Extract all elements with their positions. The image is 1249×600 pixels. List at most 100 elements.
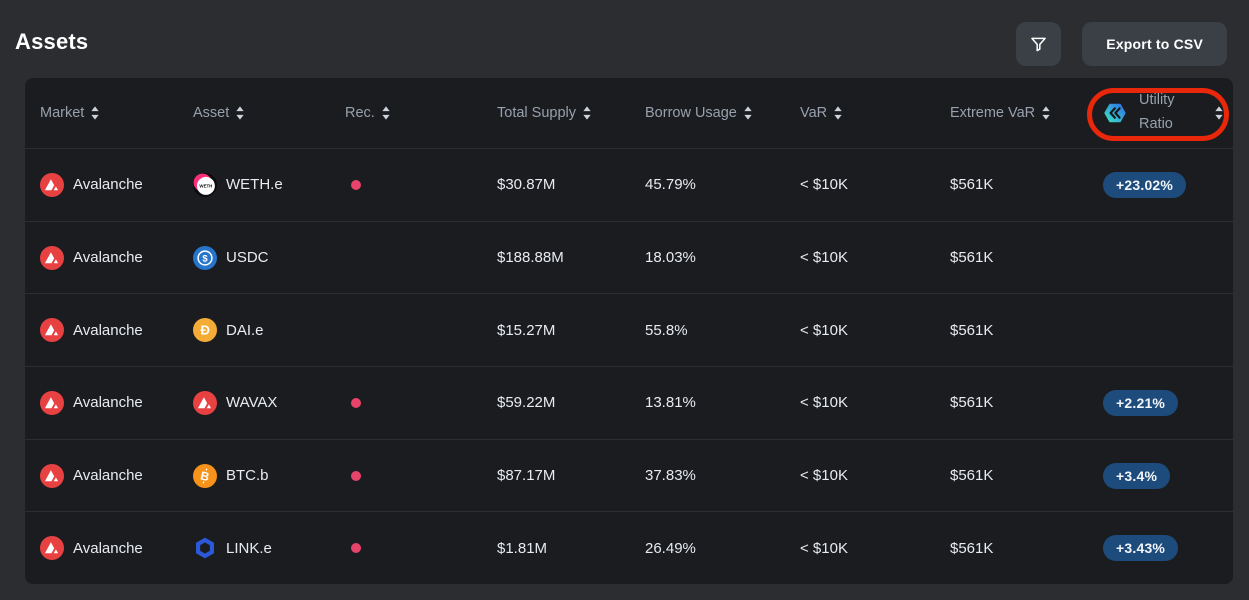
recommendation-dot-icon (351, 179, 361, 190)
market-label: Avalanche (73, 467, 143, 485)
table-row[interactable]: Avalanche Đ DAI.e $15.27M 55.8% < $10K $… (25, 293, 1233, 366)
avalanche-icon (40, 318, 64, 343)
sort-icon (382, 106, 390, 120)
table-row[interactable]: Avalanche LINK.e $1.81M 26.49% < $10K $5… (25, 511, 1233, 584)
utility-ratio-cell: +2.21% (1087, 389, 1233, 416)
dai-icon: Đ (193, 318, 217, 343)
rec-cell (345, 179, 497, 190)
utility-ratio-badge: +3.4% (1103, 462, 1171, 489)
extreme-var-value: $561K (950, 249, 994, 266)
page-title: Assets (15, 29, 89, 54)
market-cell: Avalanche (40, 318, 193, 343)
asset-cell: LINK.e (193, 536, 345, 560)
utility-ratio-badge: +23.02% (1103, 171, 1187, 198)
var-value: < $10K (800, 321, 848, 339)
market-cell: Avalanche (40, 390, 193, 415)
sort-icon (1215, 106, 1223, 120)
table-row[interactable]: Avalanche WETH WETH.e $30.87M 45.79% < $… (25, 148, 1233, 221)
market-cell: Avalanche (40, 463, 193, 488)
total-supply-value: $1.81M (497, 539, 548, 557)
market-label: Avalanche (73, 249, 143, 266)
borrow-usage-value: 37.83% (645, 467, 696, 485)
avalanche-icon (40, 172, 64, 197)
total-supply-value: $30.87M (497, 176, 556, 194)
total-supply-value: $15.27M (497, 321, 556, 339)
filter-button[interactable] (1016, 22, 1062, 66)
avalanche-icon (40, 390, 64, 415)
weth-icon: WETH (193, 172, 217, 197)
total-supply-value: $188.88M (497, 249, 564, 266)
svg-text:WETH: WETH (199, 183, 212, 188)
var-value: < $10K (800, 176, 848, 194)
market-label: Avalanche (73, 539, 143, 557)
column-header-rec[interactable]: Rec. (345, 105, 497, 121)
column-header-extreme-var[interactable]: Extreme VaR (950, 105, 1087, 121)
asset-label: LINK.e (226, 539, 272, 557)
table-header-row: Market Asset Rec. Total Supply Borrow Us… (25, 78, 1233, 148)
column-header-total-supply[interactable]: Total Supply (497, 105, 645, 121)
recommendation-dot-icon (351, 543, 361, 554)
asset-label: WETH.e (226, 176, 283, 194)
market-label: Avalanche (73, 394, 143, 412)
extreme-var-value: $561K (950, 467, 994, 485)
column-header-borrow-usage[interactable]: Borrow Usage (645, 105, 800, 121)
avalanche-icon (40, 245, 64, 270)
sort-icon (744, 106, 752, 120)
table-row[interactable]: Avalanche B BTC.b $87.17M 37.83% < $10K … (25, 438, 1233, 512)
borrow-usage-value: 26.49% (645, 539, 696, 557)
utility-ratio-cell: +3.4% (1087, 462, 1233, 489)
avalanche-icon (40, 536, 64, 561)
column-header-asset[interactable]: Asset (193, 105, 345, 121)
asset-cell: WAVAX (193, 390, 345, 415)
recommendation-dot-icon (351, 470, 361, 481)
utility-ratio-label: Utility Ratio (1139, 92, 1175, 132)
assets-table: Market Asset Rec. Total Supply Borrow Us… (25, 78, 1233, 584)
chaos-logo-icon (1103, 101, 1127, 125)
sort-icon (834, 106, 842, 120)
funnel-icon (1028, 34, 1049, 55)
avalanche-icon (40, 463, 64, 488)
toolbar: Export to CSV (1016, 22, 1227, 66)
market-cell: Avalanche (40, 172, 193, 197)
column-header-var[interactable]: VaR (800, 105, 950, 121)
table-row[interactable]: Avalanche WAVAX $59.22M 13.81% < $10K $5… (25, 366, 1233, 439)
recommendation-dot-icon (351, 397, 361, 408)
usdc-icon: $ (193, 245, 217, 270)
market-label: Avalanche (73, 176, 143, 194)
sort-icon (91, 106, 99, 120)
borrow-usage-value: 18.03% (645, 249, 696, 266)
asset-cell: $ USDC (193, 245, 345, 270)
asset-cell: WETH WETH.e (193, 172, 345, 197)
asset-label: USDC (226, 249, 269, 266)
total-supply-value: $59.22M (497, 394, 556, 412)
column-header-utility-ratio[interactable]: Utility Ratio (1087, 89, 1233, 137)
export-csv-button[interactable]: Export to CSV (1082, 22, 1227, 66)
var-value: < $10K (800, 249, 848, 266)
extreme-var-value: $561K (950, 321, 994, 339)
borrow-usage-value: 13.81% (645, 394, 696, 412)
market-cell: Avalanche (40, 245, 193, 270)
utility-ratio-badge: +3.43% (1103, 535, 1179, 562)
asset-label: DAI.e (226, 321, 264, 339)
svg-text:B: B (199, 468, 211, 484)
sort-icon (583, 106, 591, 120)
asset-label: BTC.b (226, 467, 269, 485)
market-cell: Avalanche (40, 536, 193, 561)
borrow-usage-value: 45.79% (645, 176, 696, 194)
sort-icon (1042, 106, 1050, 120)
utility-ratio-cell: +3.43% (1087, 535, 1233, 562)
total-supply-value: $87.17M (497, 467, 556, 485)
asset-label: WAVAX (226, 394, 278, 412)
rec-cell (345, 470, 497, 481)
btc-icon: B (193, 463, 217, 488)
extreme-var-value: $561K (950, 176, 994, 194)
svg-text:$: $ (202, 253, 208, 264)
extreme-var-value: $561K (950, 394, 994, 412)
borrow-usage-value: 55.8% (645, 321, 688, 339)
asset-cell: Đ DAI.e (193, 318, 345, 343)
column-header-market[interactable]: Market (40, 105, 193, 121)
table-row[interactable]: Avalanche $ USDC $188.88M 18.03% < $10K … (25, 220, 1233, 294)
extreme-var-value: $561K (950, 539, 994, 557)
svg-text:Đ: Đ (201, 323, 210, 338)
market-label: Avalanche (73, 321, 143, 339)
